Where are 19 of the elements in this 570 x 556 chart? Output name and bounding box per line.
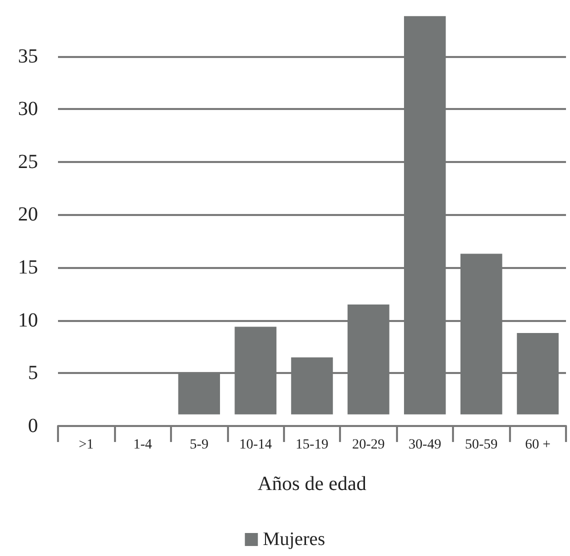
x-tick-label: 30-49 [408, 438, 442, 452]
y-tick-label: 20 [18, 204, 38, 226]
x-tick-label: 5-9 [190, 438, 208, 452]
y-tick-label: 35 [18, 45, 38, 68]
y-tick-label: 30 [18, 98, 38, 120]
y-tick-label: 25 [18, 150, 38, 173]
x-tick-label: 1-4 [133, 438, 152, 452]
y-tick-label: 0 [28, 415, 38, 437]
x-tick-label: >1 [78, 438, 94, 452]
y-tick-label: 15 [18, 256, 38, 279]
x-axis-title: Años de edad [258, 473, 366, 495]
legend-label: Mujeres [262, 529, 326, 550]
y-tick-label: 5 [28, 362, 38, 384]
x-tick-label: 60 + [525, 438, 551, 452]
x-tick-label: 50-59 [464, 438, 498, 452]
y-tick-label: 10 [18, 309, 38, 332]
x-tick-label: 20-29 [352, 438, 385, 452]
x-tick-label: 10-14 [239, 438, 272, 452]
x-tick-label: 15-19 [296, 438, 328, 452]
